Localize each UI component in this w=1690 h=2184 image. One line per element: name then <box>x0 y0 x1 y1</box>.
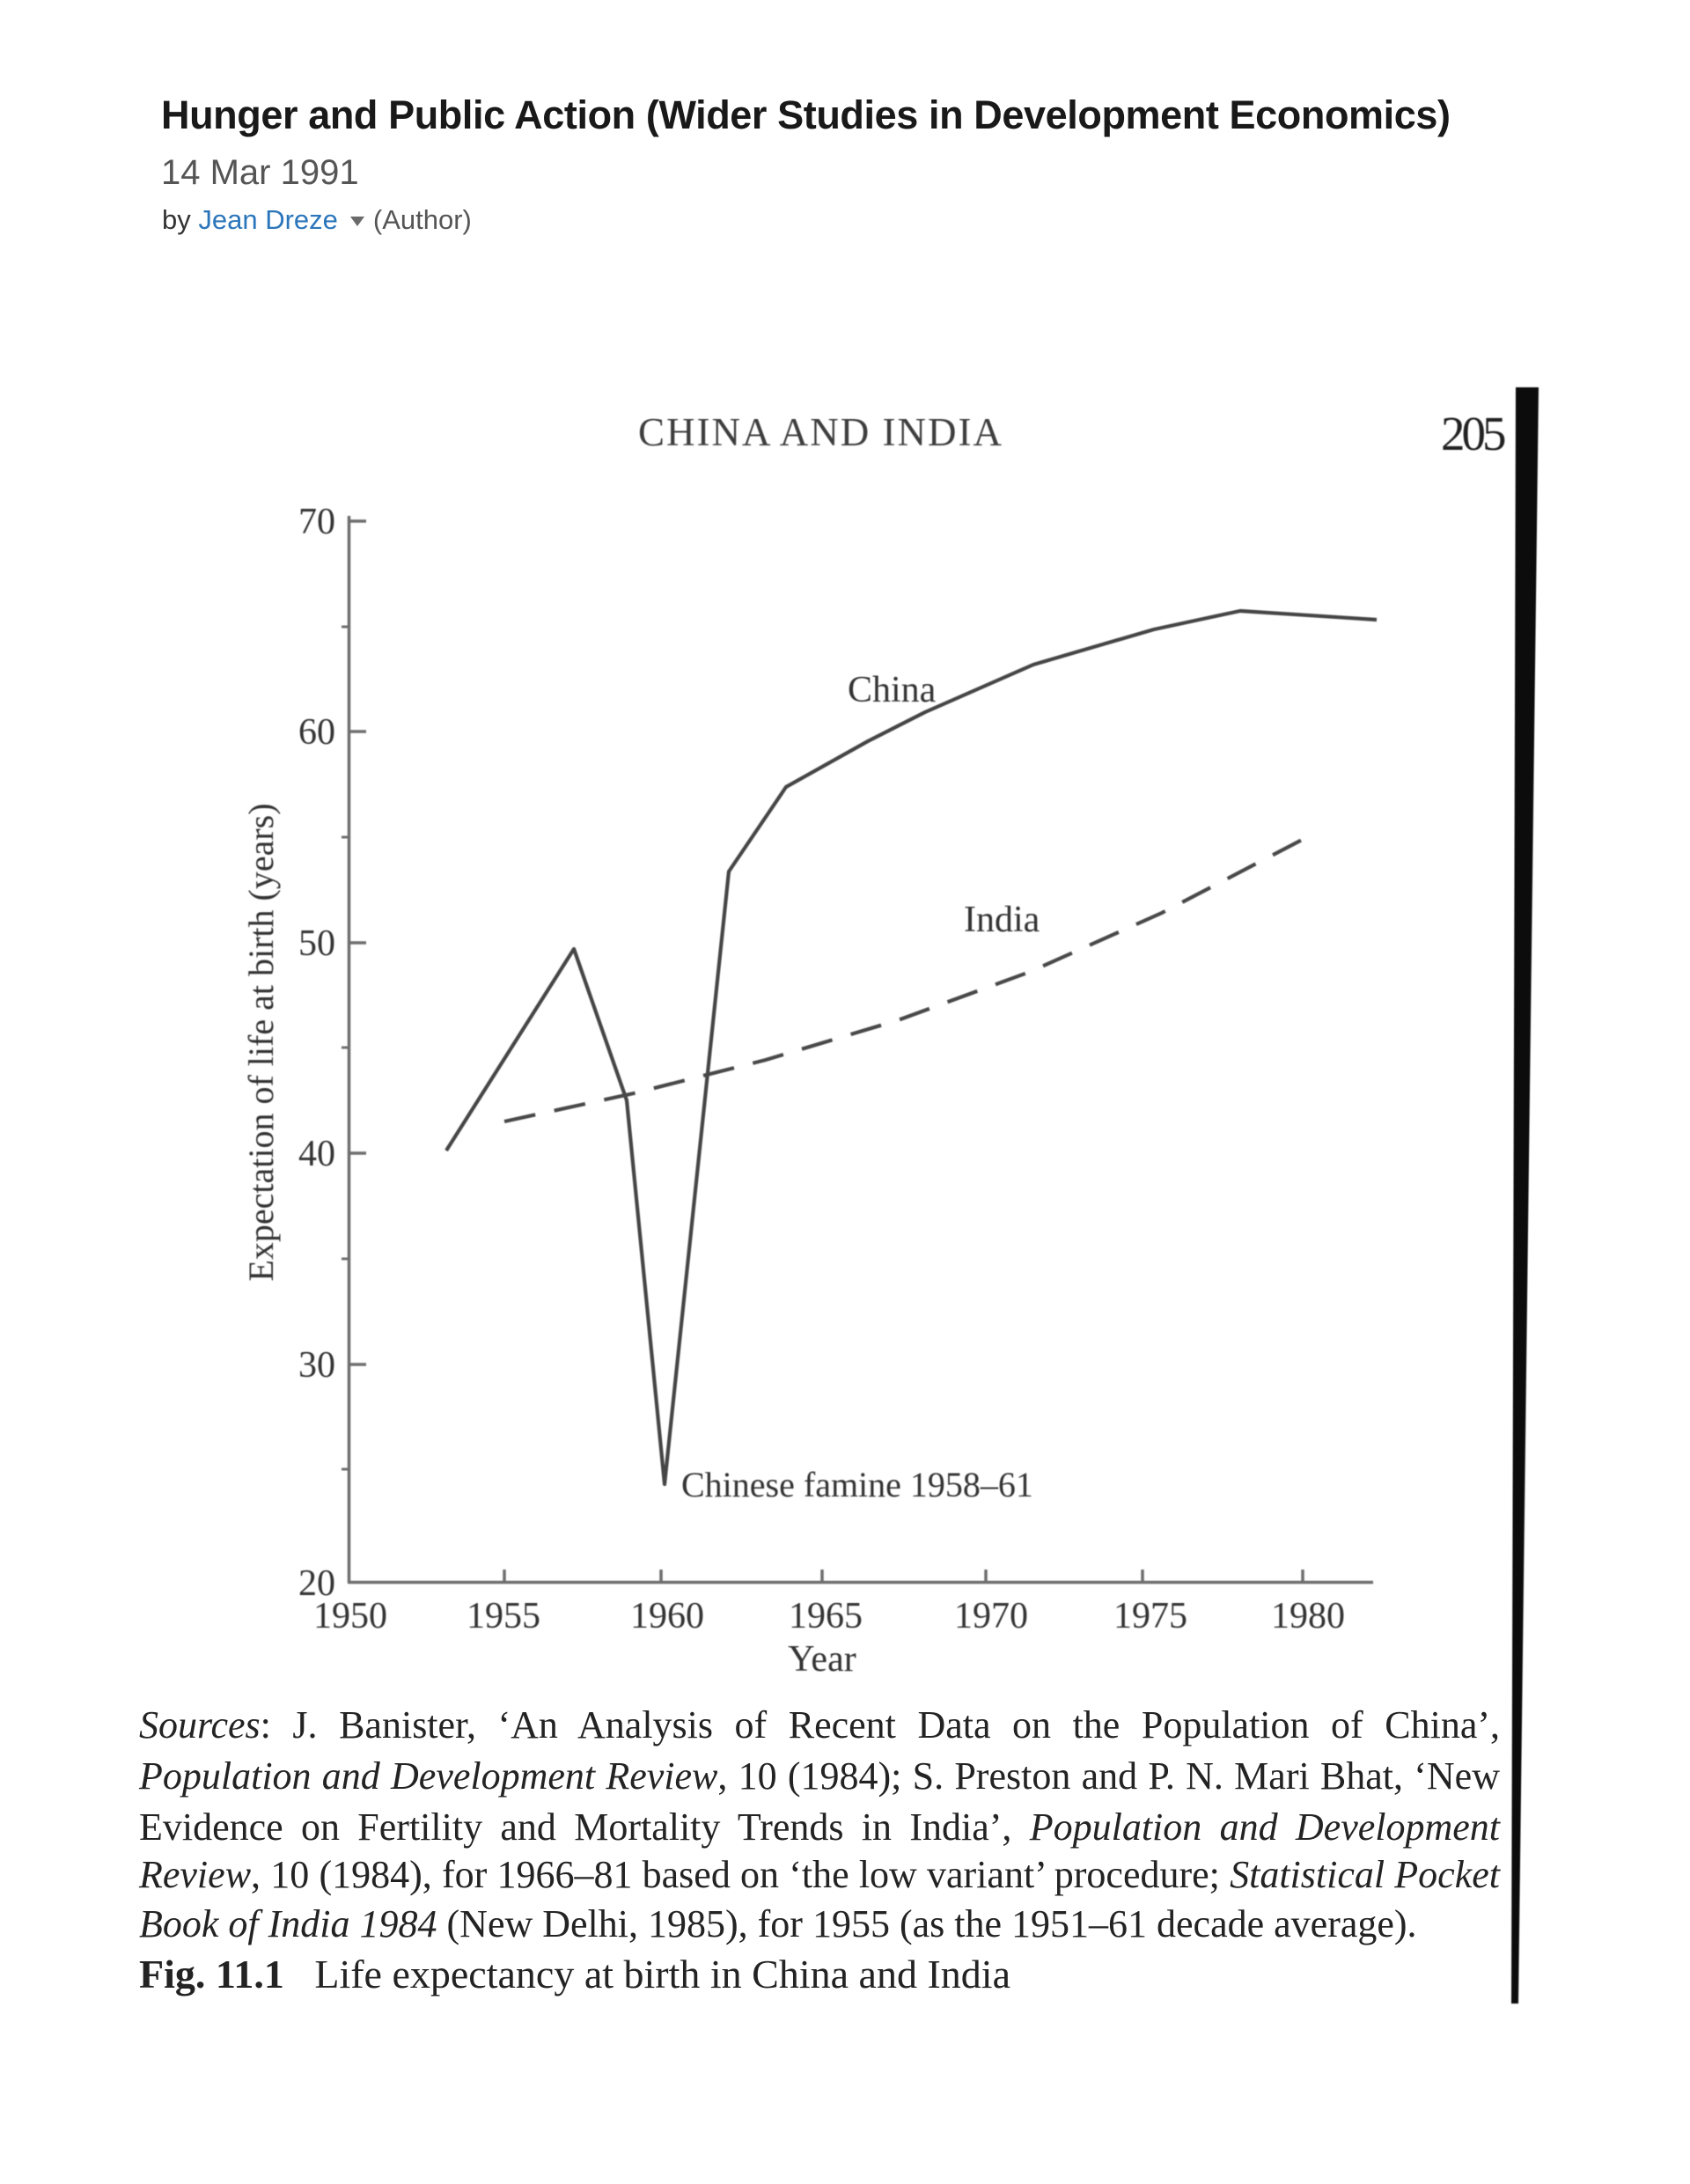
svg-text:CHINA AND INDIA: CHINA AND INDIA <box>638 410 1003 454</box>
svg-text:India: India <box>964 900 1040 940</box>
svg-text:China: China <box>848 670 937 710</box>
svg-text:60: 60 <box>298 712 335 753</box>
svg-text:205: 205 <box>1441 407 1505 460</box>
svg-text:1960: 1960 <box>630 1596 704 1636</box>
svg-text:40: 40 <box>298 1134 335 1174</box>
svg-text:1965: 1965 <box>789 1596 863 1636</box>
svg-text:Year: Year <box>788 1639 856 1680</box>
svg-text:20: 20 <box>298 1563 335 1604</box>
svg-text:1955: 1955 <box>467 1596 540 1636</box>
svg-text:30: 30 <box>298 1345 335 1386</box>
svg-text:Expectation of life at birth (: Expectation of life at birth (years) <box>241 803 281 1281</box>
svg-text:50: 50 <box>298 923 335 964</box>
svg-text:1975: 1975 <box>1113 1596 1187 1636</box>
svg-text:1980: 1980 <box>1271 1596 1345 1636</box>
svg-text:1970: 1970 <box>954 1596 1028 1636</box>
svg-text:1950: 1950 <box>313 1596 387 1636</box>
svg-text:Chinese famine 1958–61: Chinese famine 1958–61 <box>681 1465 1033 1504</box>
svg-text:70: 70 <box>298 502 335 542</box>
